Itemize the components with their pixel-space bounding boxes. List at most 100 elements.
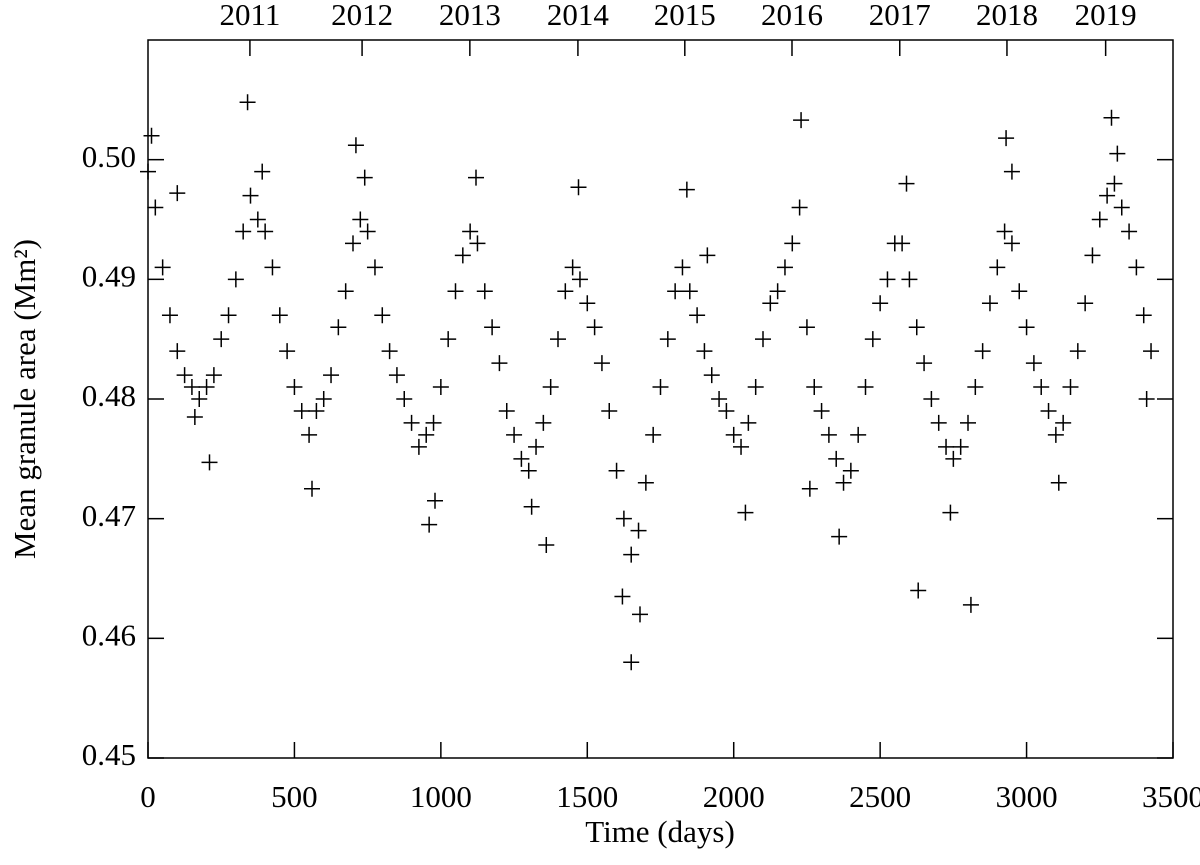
point (1011, 283, 1028, 300)
point (699, 247, 716, 264)
point (345, 235, 361, 252)
point (205, 367, 222, 384)
point (1062, 379, 1079, 396)
point (542, 379, 559, 396)
point (271, 307, 288, 324)
point (143, 127, 160, 144)
point (381, 343, 398, 360)
point (468, 169, 484, 186)
point (235, 223, 252, 240)
point (293, 402, 310, 419)
x-tick-label: 500 (271, 779, 318, 814)
point (564, 259, 581, 276)
point (506, 426, 523, 443)
point (645, 426, 662, 443)
point (667, 283, 684, 300)
point (447, 283, 464, 300)
point (176, 367, 193, 384)
point (623, 546, 640, 563)
point (1025, 355, 1042, 372)
point (910, 582, 927, 599)
point (981, 295, 998, 312)
point (894, 235, 911, 252)
point (586, 319, 603, 336)
point (454, 247, 471, 264)
point (330, 319, 347, 336)
point (440, 331, 457, 348)
point (835, 474, 852, 491)
point (550, 331, 566, 348)
point (484, 319, 501, 336)
point (1109, 145, 1126, 162)
y-tick-label: 0.50 (82, 139, 136, 174)
point (755, 331, 771, 348)
point (593, 355, 610, 372)
point (1121, 223, 1138, 240)
point (974, 343, 991, 360)
point (784, 235, 801, 252)
point (469, 235, 486, 252)
point (879, 271, 896, 288)
y-axis-label: Mean granule area (Mm²) (7, 239, 42, 559)
point (198, 379, 215, 396)
point (872, 295, 889, 312)
point (659, 331, 676, 348)
point (366, 259, 383, 276)
point (535, 414, 552, 431)
top-tick-label: 2015 (654, 0, 716, 32)
x-tick-label: 3500 (1142, 779, 1200, 814)
point (608, 462, 625, 479)
point (347, 137, 364, 154)
point (1040, 402, 1057, 419)
x-tick-label: 2500 (849, 779, 911, 814)
point (570, 179, 587, 196)
point (418, 426, 435, 443)
point (374, 307, 391, 324)
point (725, 426, 742, 443)
point (476, 283, 493, 300)
point (1099, 187, 1116, 204)
point (154, 259, 171, 276)
point (557, 283, 574, 300)
point (762, 295, 779, 312)
x-tick-label: 1500 (556, 779, 618, 814)
point (614, 588, 631, 605)
point (632, 606, 648, 623)
top-tick-label: 2018 (976, 0, 1038, 32)
point (733, 438, 750, 455)
point (1003, 163, 1020, 180)
point (938, 438, 955, 455)
point (186, 408, 203, 425)
point (901, 271, 918, 288)
point (169, 343, 186, 360)
point (942, 504, 959, 521)
point (637, 474, 654, 491)
point (421, 516, 438, 533)
point (213, 331, 230, 348)
point (356, 169, 373, 186)
point (998, 130, 1015, 147)
y-tick-label: 0.45 (82, 737, 136, 772)
point (769, 283, 786, 300)
point (718, 402, 735, 419)
point (1069, 343, 1086, 360)
top-tick-label: 2014 (547, 0, 610, 32)
point (801, 480, 818, 497)
point (696, 343, 713, 360)
point (1103, 109, 1120, 126)
point (737, 504, 754, 521)
point (513, 450, 530, 467)
y-tick-label: 0.47 (82, 498, 136, 533)
point (652, 379, 669, 396)
point (967, 379, 984, 396)
point (601, 402, 618, 419)
point (201, 454, 218, 471)
point (923, 391, 940, 407)
point (183, 379, 200, 396)
point (793, 112, 810, 129)
point (279, 343, 296, 360)
point (220, 307, 237, 324)
point (1047, 426, 1064, 443)
point (740, 414, 757, 431)
top-tick-label: 2017 (869, 0, 931, 32)
